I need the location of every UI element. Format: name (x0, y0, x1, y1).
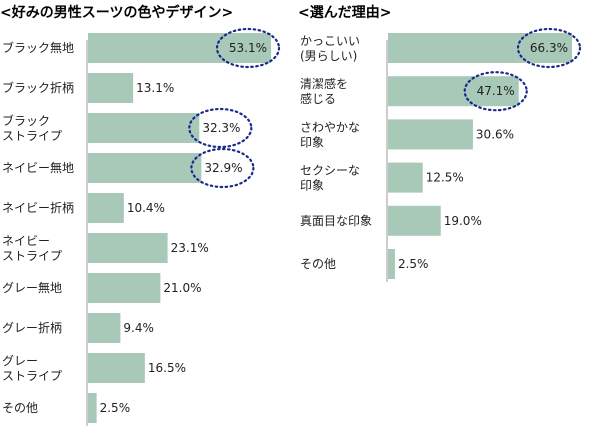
category-label: ネイビーストライプ (2, 234, 62, 263)
value-label: 23.1% (171, 241, 209, 255)
value-label: 2.5% (398, 257, 429, 271)
bar (88, 273, 161, 303)
bar (88, 73, 134, 103)
left-chart-title: <好みの男性スーツの色やデザイン> (0, 4, 233, 21)
category-label: その他 (300, 257, 336, 271)
bar (88, 393, 97, 423)
highlight-circle (188, 107, 253, 149)
highlight-circle (516, 27, 582, 69)
bar (388, 249, 395, 279)
bar (88, 233, 168, 263)
value-label: 10.4% (127, 201, 165, 215)
value-label: 32.9% (204, 161, 242, 175)
bar (388, 119, 473, 150)
bar (388, 76, 519, 107)
value-label: 66.3% (530, 41, 568, 55)
bar (388, 33, 572, 63)
value-label: 30.6% (476, 127, 514, 141)
value-label: 21.0% (163, 281, 201, 295)
value-label: 13.1% (136, 81, 174, 95)
value-label: 16.5% (148, 361, 186, 375)
category-label: かっこいい(男らしい) (300, 34, 360, 63)
category-label: ブラック無地 (2, 40, 74, 55)
highlight-circle (463, 71, 528, 112)
highlight-circle (190, 147, 255, 189)
value-label: 2.5% (100, 401, 130, 415)
bar (88, 33, 271, 63)
category-label: ネイビー無地 (2, 160, 74, 175)
category-label: グレー無地 (2, 280, 62, 295)
highlight-circle (215, 27, 281, 69)
right-chart-plot: かっこいい(男らしい) 66.3% 清潔感を感じる 47.1% さわやかな印象 30.6%… (300, 27, 582, 282)
category-label: ネイビー折柄 (2, 200, 74, 215)
category-label: その他 (2, 401, 38, 415)
bar (388, 205, 441, 236)
bar (88, 313, 121, 343)
category-label: ブラックストライプ (2, 113, 62, 143)
category-label: さわやかな印象 (300, 120, 360, 149)
value-label: 47.1% (477, 84, 515, 98)
bar (388, 162, 423, 193)
value-label: 53.1% (229, 41, 267, 55)
value-label: 9.4% (123, 321, 154, 335)
value-label: 19.0% (444, 214, 482, 228)
category-label: 真面目な印象 (300, 214, 372, 228)
category-label: 清潔感を感じる (300, 76, 348, 106)
bar (88, 193, 124, 223)
bar (88, 353, 145, 383)
value-label: 12.5% (426, 171, 464, 185)
right-chart-title: <選んだ理由> (298, 4, 391, 21)
bar (88, 113, 200, 143)
category-label: グレー折柄 (2, 320, 62, 335)
value-label: 32.3% (202, 121, 240, 135)
category-label: セクシーな印象 (300, 164, 360, 193)
bar (88, 153, 202, 183)
category-label: グレーストライプ (2, 354, 62, 383)
category-label: ブラック折柄 (2, 80, 74, 95)
left-chart-plot: ブラック無地 53.1% ブラック折柄 13.1% ブラックストライプ 32.3% ネイビー… (2, 27, 281, 426)
